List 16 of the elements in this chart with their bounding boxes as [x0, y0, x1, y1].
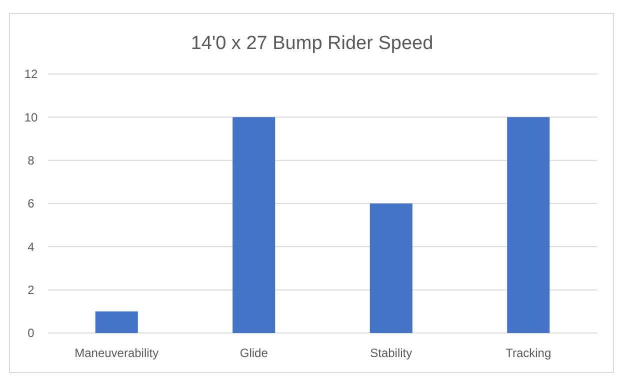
bar [232, 117, 276, 333]
y-tick-label: 2 [28, 283, 35, 298]
y-tick-label: 4 [28, 240, 35, 254]
y-tick-label: 8 [28, 154, 35, 168]
y-tick-label: 6 [28, 196, 35, 211]
y-tick-label: 10 [24, 110, 38, 124]
x-tick-label: Maneuverability [74, 346, 159, 360]
bar [370, 204, 412, 333]
x-tick-label: Glide [240, 346, 268, 360]
bar [507, 117, 550, 333]
bar [95, 311, 138, 333]
x-tick-label: Stability [370, 346, 412, 360]
x-tick-label: Tracking [506, 346, 552, 360]
y-tick-label: 0 [28, 326, 35, 340]
y-tick-label: 12 [24, 67, 38, 82]
chart-title: 14'0 x 27 Bump Rider Speed [190, 33, 434, 54]
